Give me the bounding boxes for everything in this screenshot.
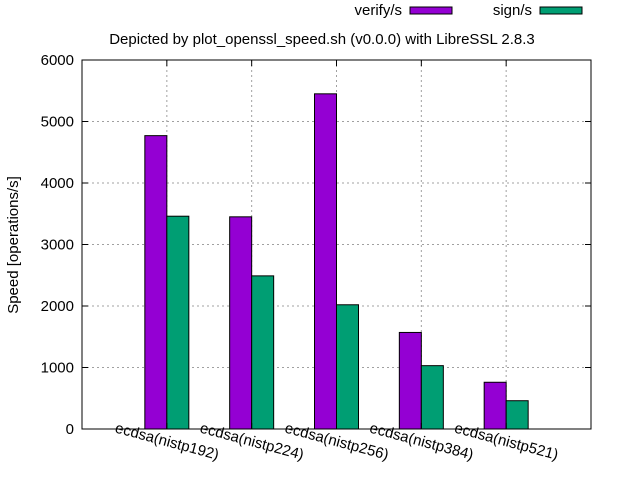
legend-label: verify/s: [354, 2, 402, 19]
bar-verify-s-3: [314, 93, 337, 430]
y-tick-label: 3000: [41, 237, 74, 254]
legend: verify/s sign/s: [354, 2, 583, 19]
y-tick-labels: 0 1000 2000 3000 4000 5000 6000: [41, 52, 74, 438]
legend-swatch: [409, 6, 453, 15]
bars: [144, 93, 529, 430]
y-tick-label: 4000: [41, 175, 74, 192]
y-axis-label: Speed [operations/s]: [5, 176, 22, 314]
bar-verify-s-4: [398, 331, 422, 430]
legend-item: sign/s: [493, 2, 583, 19]
bar-verify-s-2: [229, 216, 253, 430]
chart-title: Depicted by plot_openssl_speed.sh (v0.0.…: [109, 31, 535, 48]
axis-ticks: [82, 59, 591, 430]
y-tick-label: 2000: [41, 298, 74, 315]
y-tick-label: 5000: [41, 114, 74, 131]
bar-sign-s-4: [420, 365, 444, 430]
legend-swatch: [539, 6, 583, 15]
bar-verify-s-5: [483, 381, 507, 430]
y-tick-label: 0: [66, 421, 74, 438]
bar-sign-s-2: [251, 275, 275, 430]
y-tick-label: 6000: [41, 52, 74, 69]
bar-sign-s-5: [505, 400, 529, 430]
bar-verify-s-1: [144, 135, 168, 430]
legend-item: verify/s: [354, 2, 453, 19]
y-tick-label: 1000: [41, 360, 74, 377]
legend-label: sign/s: [493, 2, 532, 19]
bar-sign-s-3: [336, 304, 359, 430]
bar-sign-s-1: [166, 215, 190, 430]
